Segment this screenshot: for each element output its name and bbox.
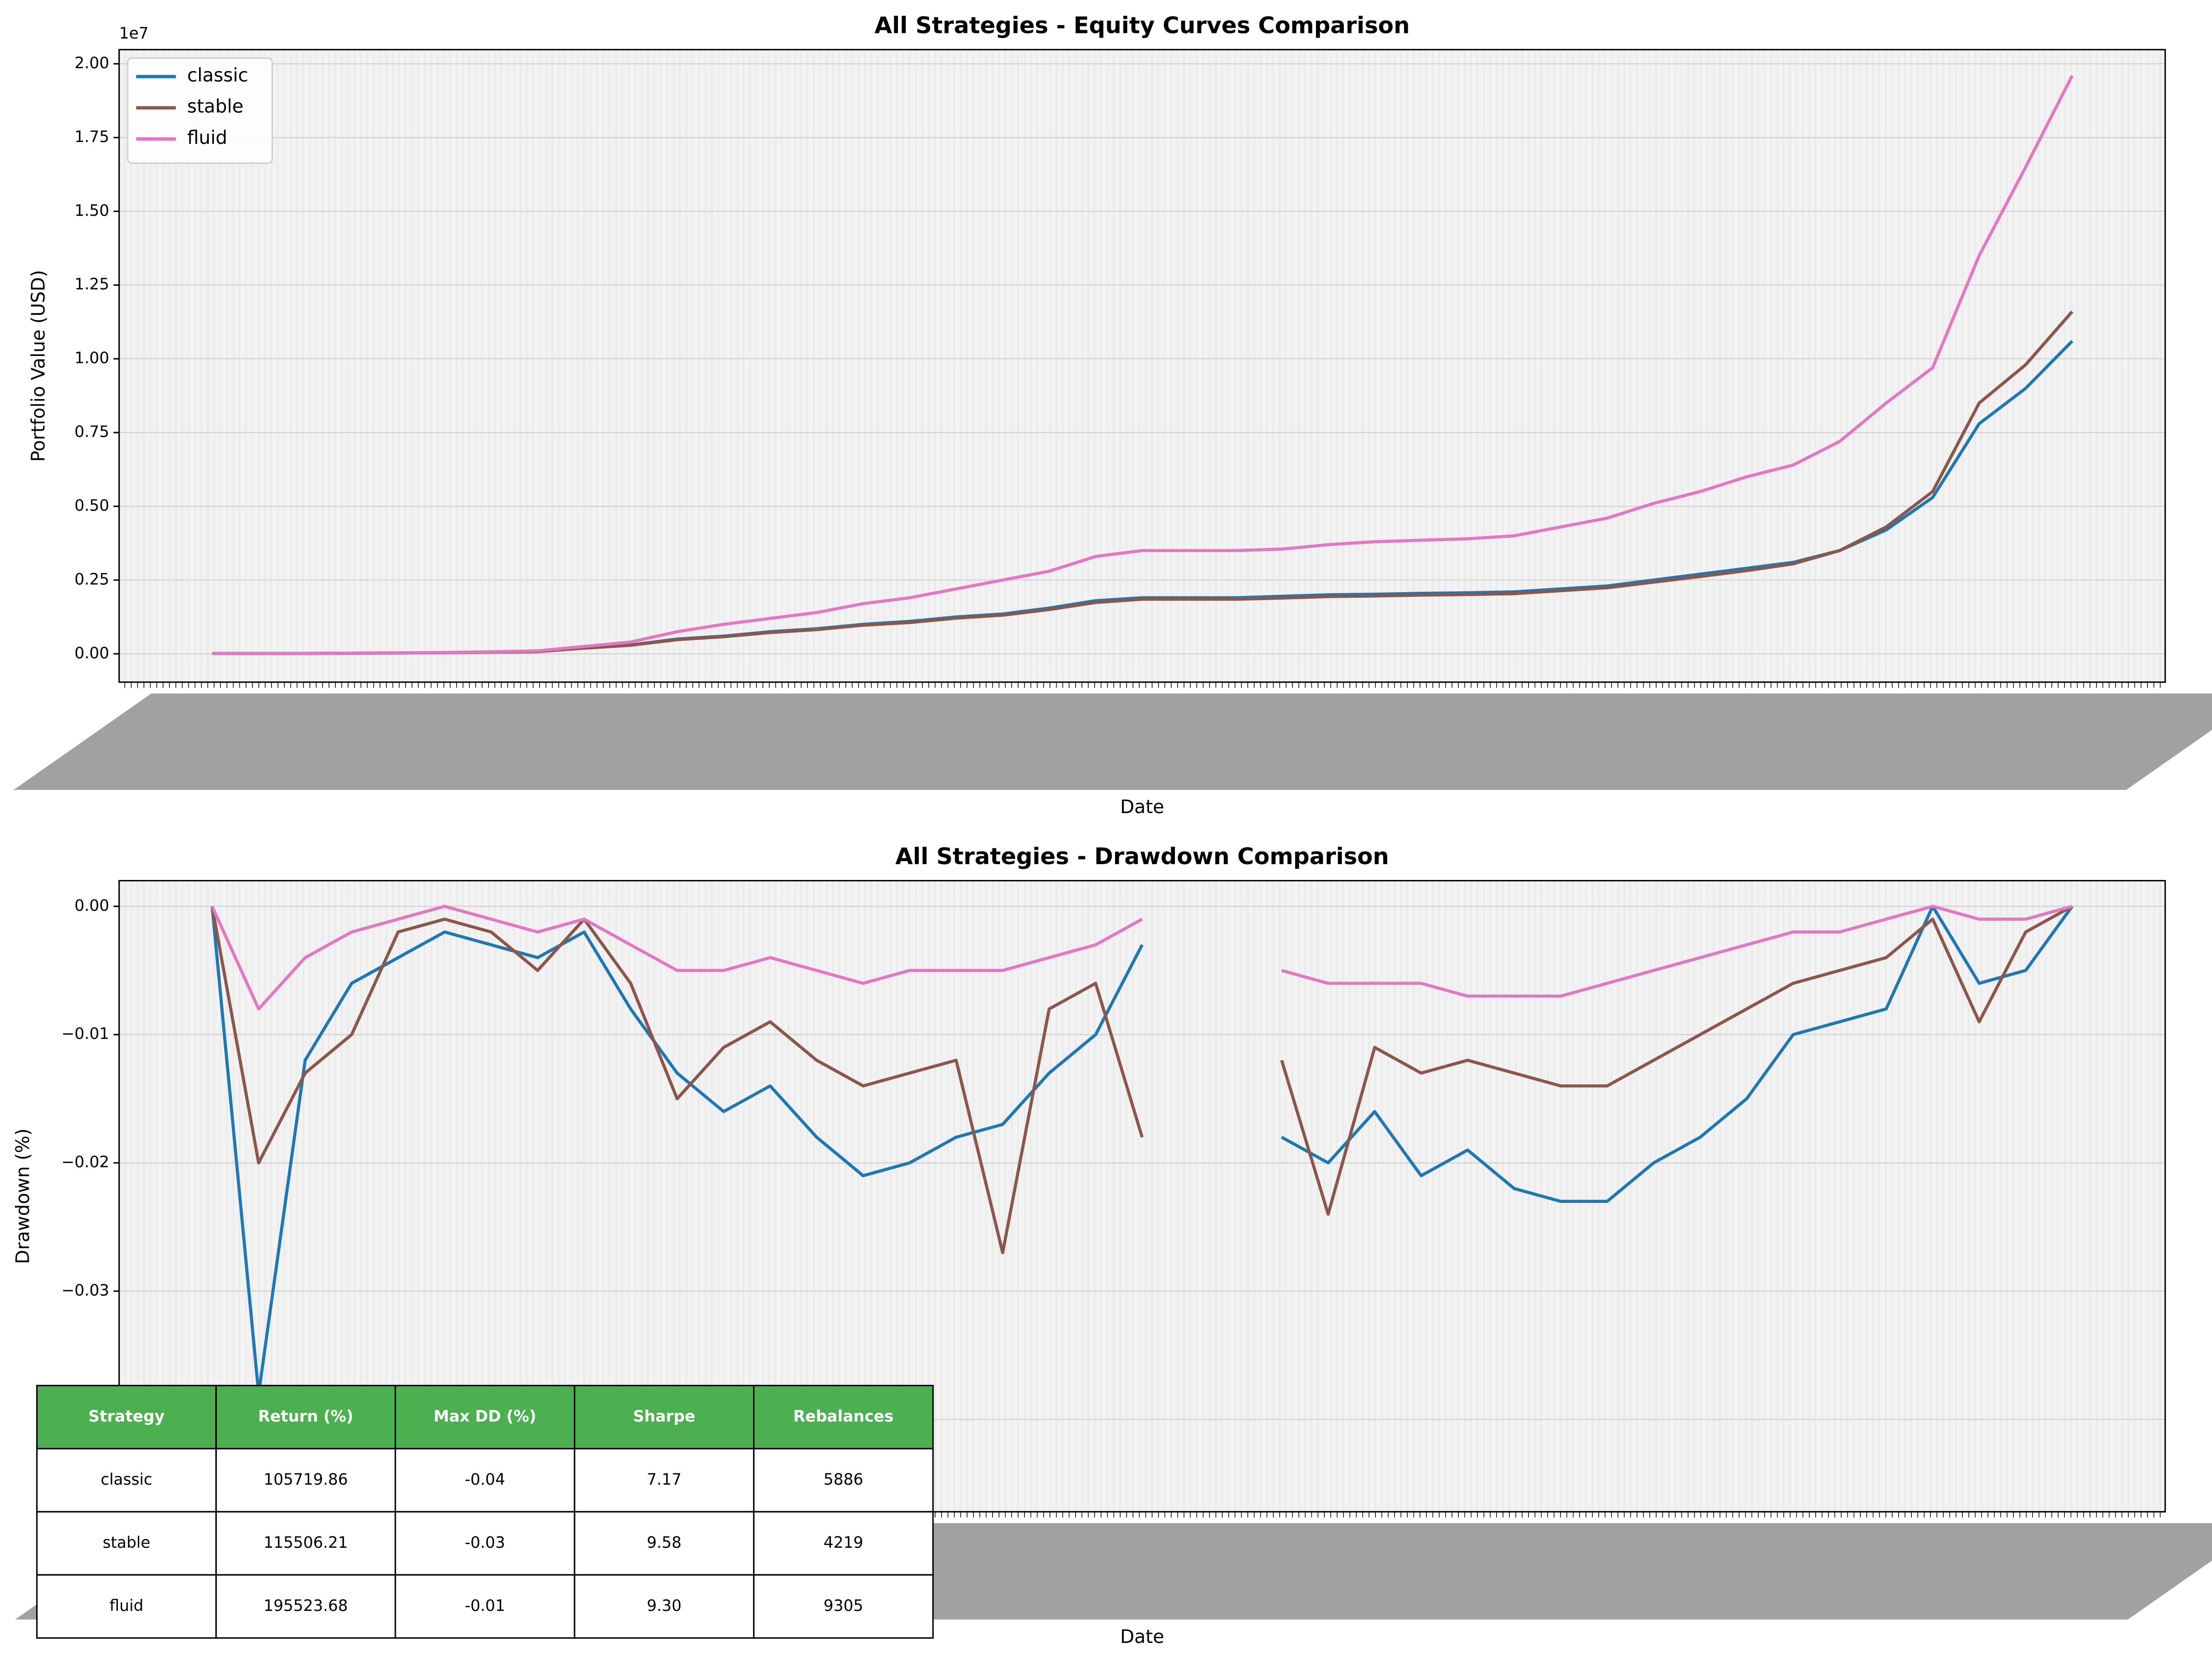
table-header: Rebalances — [793, 1407, 893, 1425]
table-header-cell — [753, 1384, 934, 1449]
chart-title: All Strategies - Equity Curves Compariso… — [875, 13, 1410, 39]
y-axis-label: Portfolio Value (USD) — [28, 270, 49, 462]
axes-frame — [118, 880, 2166, 1513]
y-offset-label: 1e7 — [119, 24, 148, 42]
table-cell — [36, 1574, 217, 1639]
table-cell — [753, 1574, 934, 1639]
table-header-cell — [574, 1384, 755, 1449]
legend-label: classic — [187, 65, 248, 86]
y-tick-label: 2.00 — [75, 54, 110, 72]
table-cell-text: 9.30 — [647, 1597, 682, 1615]
x-axis-label: Date — [1120, 796, 1164, 818]
legend-label: stable — [187, 96, 243, 117]
y-tick-label: 0.25 — [75, 570, 110, 588]
table-cell — [574, 1511, 755, 1576]
legend-label: fluid — [187, 127, 227, 149]
table-cell-text: 195523.68 — [264, 1597, 348, 1615]
y-tick-label: −0.02 — [61, 1153, 109, 1171]
table-cell — [753, 1448, 934, 1513]
table-header-cell — [36, 1384, 217, 1449]
table-header: Return (%) — [258, 1407, 353, 1425]
table-cell-text: 9.58 — [647, 1533, 682, 1552]
y-tick-label: 0.00 — [75, 644, 110, 662]
y-tick-label: −0.01 — [61, 1025, 109, 1043]
table-cell-text: fluid — [110, 1597, 143, 1615]
y-tick-label: 1.50 — [75, 201, 110, 220]
y-tick-label: 1.25 — [75, 275, 110, 293]
table-cell-text: 105719.86 — [264, 1470, 348, 1488]
table-header-cell — [215, 1384, 396, 1449]
y-tick-label: −0.03 — [61, 1281, 109, 1299]
table-cell-text: -0.03 — [465, 1533, 505, 1552]
plot-area — [119, 49, 2166, 682]
legend-box — [127, 57, 273, 164]
table-cell-text: classic — [101, 1470, 152, 1488]
table-cell-text: 5886 — [824, 1470, 864, 1488]
table-cell — [574, 1574, 755, 1639]
x-axis-label: Date — [1120, 1626, 1164, 1648]
table-cell-text: stable — [103, 1533, 150, 1552]
series-line — [210, 905, 2074, 1396]
y-tick-label: 0.50 — [75, 496, 110, 514]
series-line — [210, 905, 2073, 1254]
table-cell-text: 9305 — [824, 1597, 864, 1615]
table-header: Max DD (%) — [433, 1407, 536, 1425]
table-header: Sharpe — [633, 1407, 695, 1425]
table-cell-text: 4219 — [824, 1533, 864, 1552]
y-tick-label: 0.75 — [75, 423, 110, 441]
table-cell — [394, 1574, 575, 1639]
y-tick-label: 1.75 — [75, 128, 110, 146]
table-cell-text: 115506.21 — [264, 1533, 348, 1552]
chart-title: All Strategies - Drawdown Comparison — [896, 843, 1389, 870]
table-cell — [574, 1448, 755, 1513]
y-tick-label: 0.00 — [75, 896, 110, 914]
y-tick-label: 1.00 — [75, 349, 110, 367]
y-axis-label: Drawdown (%) — [13, 1128, 34, 1264]
table-header: Strategy — [88, 1407, 164, 1425]
table-cell — [753, 1511, 934, 1576]
table-cell-text: -0.01 — [465, 1597, 505, 1615]
series-line — [211, 905, 2073, 1011]
table-cell — [394, 1448, 575, 1513]
table-cell-text: 7.17 — [647, 1470, 682, 1488]
table-cell-text: -0.04 — [465, 1470, 505, 1488]
axes-frame — [118, 49, 2166, 683]
table-cell — [215, 1574, 396, 1639]
series-line — [212, 75, 2074, 655]
table-cell — [36, 1448, 217, 1513]
x-tick-label-blur — [13, 693, 2212, 790]
